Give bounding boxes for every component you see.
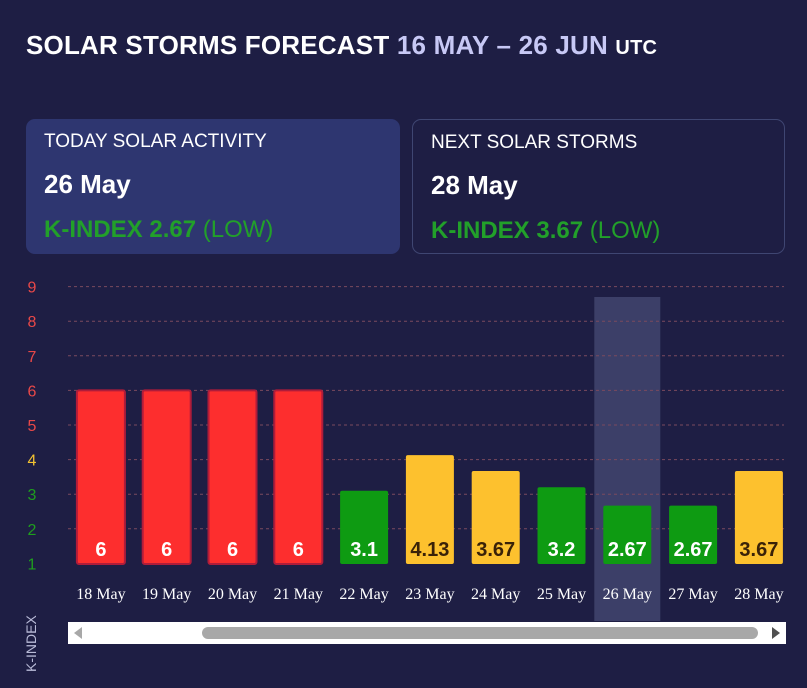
bar-value-label: 6 [293,539,304,561]
bar [734,471,783,564]
chart-scrollbar[interactable] [68,622,786,644]
bar-value-label: 2.67 [608,539,647,561]
bar [471,471,520,564]
bar-value-label: 3.2 [548,539,576,561]
x-tick-label: 25 May [537,586,586,603]
bar-value-label: 2.67 [674,539,713,561]
next-kindex-value: K-INDEX 3.67 [431,217,584,244]
x-tick-label: 18 May [76,586,125,603]
y-tick-label: 6 [28,383,37,400]
x-tick-label: 22 May [339,586,388,603]
x-tick-label: 28 May [734,586,783,603]
highlight-column [594,297,661,621]
x-tick-label: 19 May [142,586,191,603]
bar [537,487,586,564]
y-axis-title: K-INDEX [23,615,39,672]
x-tick-label: 23 May [405,586,454,603]
x-tick-label: 24 May [471,586,520,603]
title-timezone: UTC [615,37,658,59]
next-card-kindex: K-INDEX 3.67 (LOW) [431,217,766,245]
bar-value-label: 6 [227,539,238,561]
y-tick-label: 8 [28,314,37,331]
bar [141,389,192,565]
x-tick-label: 27 May [668,586,717,603]
bar [669,505,718,564]
y-tick-label: 5 [28,418,37,435]
bar-value-label: 6 [161,539,172,561]
y-tick-label: 9 [28,280,37,297]
x-tick-label: 21 May [274,586,323,603]
bar [603,505,652,564]
next-storms-card: NEXT SOLAR STORMS 28 May K-INDEX 3.67 (L… [412,119,785,254]
bar-value-label: 3.67 [739,539,778,561]
x-tick-label: 26 May [603,586,652,603]
bar-value-label: 6 [95,539,106,561]
bar [405,455,454,564]
today-card-date: 26 May [44,169,131,199]
x-tick-label: 20 May [208,586,257,603]
arrow-right-icon[interactable] [772,627,780,639]
y-tick-label: 7 [28,349,37,366]
page-title: SOLAR STORMS FORECAST 16 MAY – 26 JUN UT… [26,30,657,61]
next-card-date: 28 May [431,170,518,200]
bar [207,389,258,565]
today-card-label: TODAY SOLAR ACTIVITY [44,131,267,152]
title-date-range: 16 MAY – 26 JUN [396,30,608,60]
bar [75,389,126,565]
today-kindex-level: (LOW) [202,216,274,243]
y-tick-label: 3 [28,487,37,504]
next-card-label: NEXT SOLAR STORMS [431,132,638,153]
scrollbar-thumb[interactable] [202,627,758,639]
arrow-left-icon[interactable] [74,627,82,639]
today-kindex-value: K-INDEX 2.67 [44,216,197,243]
y-tick-label: 2 [28,522,37,539]
bar-value-label: 4.13 [410,539,449,561]
bar-value-label: 3.1 [350,539,378,561]
bar [273,389,324,565]
bar-value-label: 3.67 [476,539,515,561]
title-main: SOLAR STORMS FORECAST [26,30,390,60]
bar [340,490,389,564]
today-activity-card: TODAY SOLAR ACTIVITY 26 May K-INDEX 2.67… [26,119,400,254]
y-tick-label: 4 [28,453,37,470]
next-kindex-level: (LOW) [589,217,661,244]
today-card-kindex: K-INDEX 2.67 (LOW) [44,216,382,244]
y-tick-label: 1 [28,556,37,573]
